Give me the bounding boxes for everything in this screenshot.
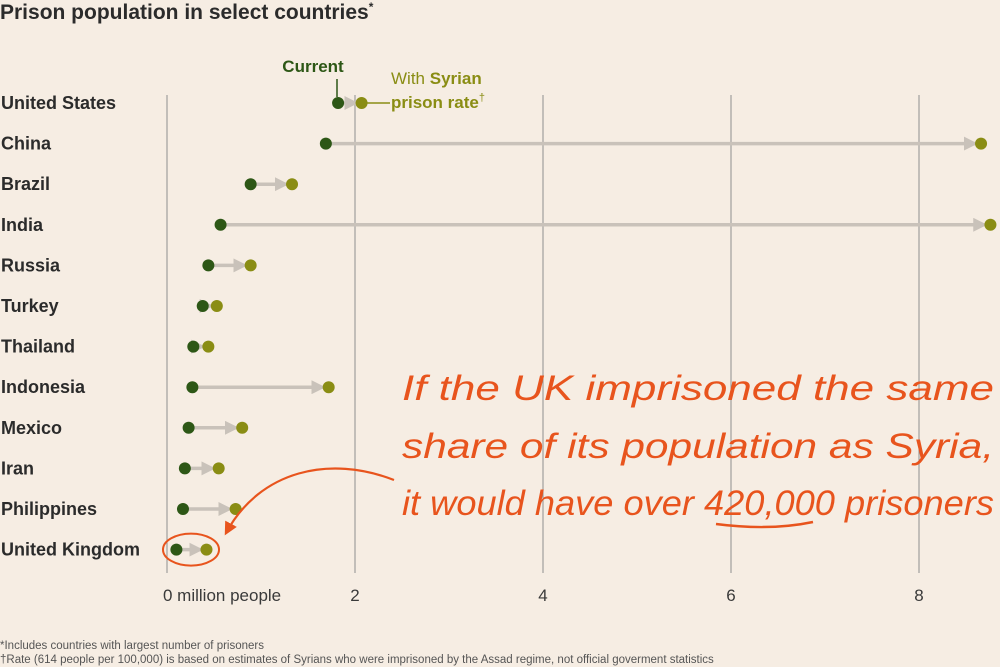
legend-current-label: Current [282, 57, 344, 76]
dot-syrian-turkey [210, 300, 223, 312]
country-label-indonesia: Indonesia [1, 377, 86, 397]
x-tick-label-8: 8 [914, 586, 923, 605]
dot-syrian-mexico [236, 421, 249, 434]
annotation-circle [162, 532, 220, 567]
dot-syrian-india [984, 218, 997, 231]
annotation-line-1: If the UK imprisoned the same [402, 369, 994, 408]
x-tick-label-4: 4 [538, 586, 547, 605]
country-label-united-kingdom: United Kingdom [1, 540, 140, 560]
annotation-underline [715, 520, 814, 529]
dot-syrian-thailand [202, 340, 215, 353]
dot-current-mexico [182, 421, 195, 434]
country-label-turkey: Turkey [1, 296, 59, 316]
annotation-line-3: it would have over 420,000 prisoners [402, 484, 994, 523]
country-label-russia: Russia [1, 255, 61, 275]
footnote-countries: *Includes countries with largest number … [0, 640, 264, 652]
country-label-philippines: Philippines [1, 499, 97, 519]
country-label-brazil: Brazil [1, 174, 50, 194]
footnote-rate: †Rate (614 people per 100,000) is based … [0, 654, 714, 666]
dot-current-philippines [176, 503, 189, 515]
country-label-thailand: Thailand [1, 337, 75, 357]
country-label-iran: Iran [1, 458, 34, 478]
title-footnote-mark: * [368, 0, 374, 14]
dot-current-thailand [187, 340, 200, 353]
dot-syrian-brazil [286, 178, 299, 191]
legend-syrian-label-line2: prison rate† [391, 92, 485, 112]
dot-current-brazil [244, 178, 257, 191]
dot-current-china [319, 137, 332, 150]
dot-syrian-iran [212, 462, 225, 475]
dot-syrian-united-kingdom [200, 543, 213, 556]
chart-title: Prison population in select countries* [0, 0, 374, 24]
dot-current-india [214, 218, 227, 231]
legend-syrian-label-line1: With Syrian [391, 69, 482, 88]
country-label-india: India [1, 215, 44, 235]
x-tick-label-2: 2 [350, 586, 359, 605]
dot-syrian-china [975, 137, 988, 150]
annotation-line-2: share of its population as Syria, [402, 427, 994, 466]
dot-syrian-russia [244, 259, 257, 272]
dot-syrian-indonesia [322, 381, 335, 394]
dot-current-iran [178, 462, 191, 475]
x-tick-label-6: 6 [726, 586, 735, 605]
annotation-arrow [224, 467, 395, 536]
country-label-mexico: Mexico [1, 418, 62, 438]
dot-syrian-united-states [355, 97, 368, 109]
dot-current-indonesia [186, 381, 199, 394]
country-label-china: China [1, 134, 52, 154]
dot-current-turkey [196, 300, 209, 312]
dot-current-russia [202, 259, 215, 272]
dot-current-united-kingdom [170, 543, 183, 556]
dot-current-united-states [332, 97, 345, 109]
country-label-united-states: United States [1, 93, 116, 113]
x-tick-label-0: 0 million people [163, 586, 281, 605]
